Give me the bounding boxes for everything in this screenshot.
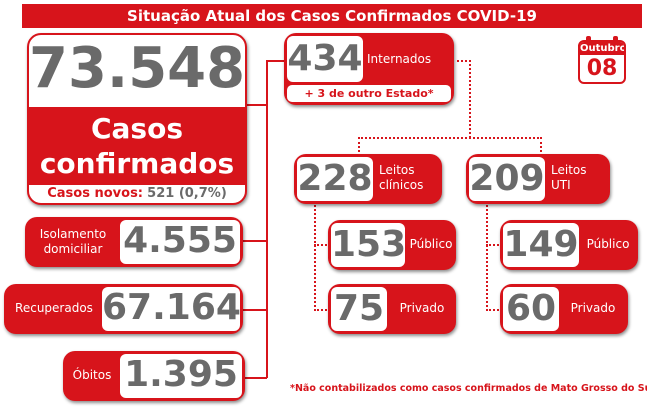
icu-beds-card: 209 Leitos UTI bbox=[466, 154, 610, 204]
page-title: Situação Atual dos Casos Confirmados COV… bbox=[127, 7, 537, 25]
icu-private-card: 60 Privado bbox=[500, 284, 628, 334]
connector-isolation bbox=[243, 240, 267, 242]
clinical-label-line1: Leitos bbox=[379, 163, 415, 177]
icu-public-value: 149 bbox=[503, 224, 579, 265]
recovered-value: 67.164 bbox=[102, 287, 241, 328]
dotted-split bbox=[358, 137, 542, 139]
confirmed-total: 73.548 bbox=[29, 36, 246, 101]
hospitalized-label: Internados bbox=[367, 52, 432, 66]
calendar-day: 08 bbox=[586, 56, 618, 81]
isolation-card: Isolamento domiciliar 4.555 bbox=[25, 217, 243, 267]
confirmed-cases-card: 73.548 Casos confirmados Casos novos: 52… bbox=[27, 33, 247, 205]
connector-deaths bbox=[245, 377, 267, 379]
clinical-public-label: Público bbox=[409, 237, 453, 251]
new-cases-label: Casos novos: bbox=[47, 186, 144, 201]
dotted-clinical-public bbox=[314, 244, 330, 246]
confirmed-label-line2: confirmados bbox=[39, 147, 235, 180]
dotted-clinical-up bbox=[358, 137, 360, 156]
isolation-label-line1: Isolamento bbox=[39, 227, 107, 241]
icu-public-card: 149 Público bbox=[500, 220, 638, 270]
dotted-clinical-private bbox=[314, 309, 330, 311]
connector-hospitalized bbox=[266, 60, 284, 62]
dotted-icu-public bbox=[486, 244, 502, 246]
hospitalized-value: 434 bbox=[287, 38, 363, 79]
header-bar: Situação Atual dos Casos Confirmados COV… bbox=[22, 4, 642, 28]
clinical-public-card: 153 Público bbox=[328, 220, 456, 270]
connector-main-vertical bbox=[266, 60, 268, 378]
dotted-clinical-down bbox=[314, 205, 316, 311]
hospitalized-extra: + 3 de outro Estado* bbox=[304, 87, 434, 100]
clinical-label-line2: clínicos bbox=[379, 178, 424, 192]
deaths-card: Óbitos 1.395 bbox=[63, 351, 245, 401]
icu-label-line1: Leitos bbox=[551, 163, 587, 177]
calendar-month: Outubro bbox=[580, 42, 626, 55]
dotted-hosp-down bbox=[469, 60, 471, 138]
clinical-beds-card: 228 Leitos clínicos bbox=[294, 154, 442, 204]
icu-public-label: Público bbox=[586, 237, 630, 251]
dotted-hosp-right bbox=[452, 60, 471, 62]
clinical-private-card: 75 Privado bbox=[328, 284, 456, 334]
deaths-value: 1.395 bbox=[124, 354, 238, 395]
clinical-private-label: Privado bbox=[399, 301, 445, 315]
new-cases-value: 521 (0,7%) bbox=[147, 186, 227, 201]
isolation-value: 4.555 bbox=[123, 220, 237, 261]
confirmed-label-line1: Casos bbox=[90, 112, 183, 145]
calendar-icon: Outubro 08 bbox=[578, 36, 626, 84]
clinical-value: 228 bbox=[297, 158, 373, 199]
icu-private-label: Privado bbox=[570, 301, 616, 315]
icu-private-value: 60 bbox=[505, 288, 557, 329]
connector-confirmed bbox=[246, 104, 267, 106]
footnote: *Não contabilizados como casos confirmad… bbox=[290, 383, 647, 394]
new-cases: Casos novos: 521 (0,7%) bbox=[29, 185, 245, 203]
dotted-icu-private bbox=[486, 309, 502, 311]
icu-label-line2: UTI bbox=[551, 178, 571, 192]
recovered-label: Recuperados bbox=[15, 301, 93, 315]
clinical-private-value: 75 bbox=[333, 288, 385, 329]
recovered-card: Recuperados 67.164 bbox=[4, 284, 243, 334]
deaths-label: Óbitos bbox=[72, 368, 112, 382]
hospitalized-card: 434 Internados + 3 de outro Estado* bbox=[284, 33, 454, 105]
clinical-public-value: 153 bbox=[331, 224, 407, 265]
dotted-icu-up bbox=[540, 137, 542, 156]
isolation-label-line2: domiciliar bbox=[43, 242, 103, 256]
dotted-icu-down bbox=[486, 205, 488, 311]
connector-recovered bbox=[243, 309, 267, 311]
icu-value: 209 bbox=[469, 158, 545, 199]
